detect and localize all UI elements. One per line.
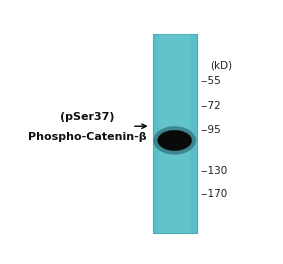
Text: --72: --72 — [201, 101, 222, 111]
Ellipse shape — [153, 126, 196, 155]
Text: (pSer37): (pSer37) — [60, 112, 114, 122]
Bar — [153, 34, 197, 233]
Bar — [159, 34, 190, 233]
Text: --170: --170 — [201, 189, 228, 199]
Text: --130: --130 — [201, 166, 228, 176]
Text: --55: --55 — [201, 77, 222, 87]
Ellipse shape — [158, 130, 192, 150]
Text: (kD): (kD) — [210, 60, 232, 70]
Text: --95: --95 — [201, 125, 222, 135]
Text: Phospho-Catenin-β: Phospho-Catenin-β — [28, 132, 146, 142]
